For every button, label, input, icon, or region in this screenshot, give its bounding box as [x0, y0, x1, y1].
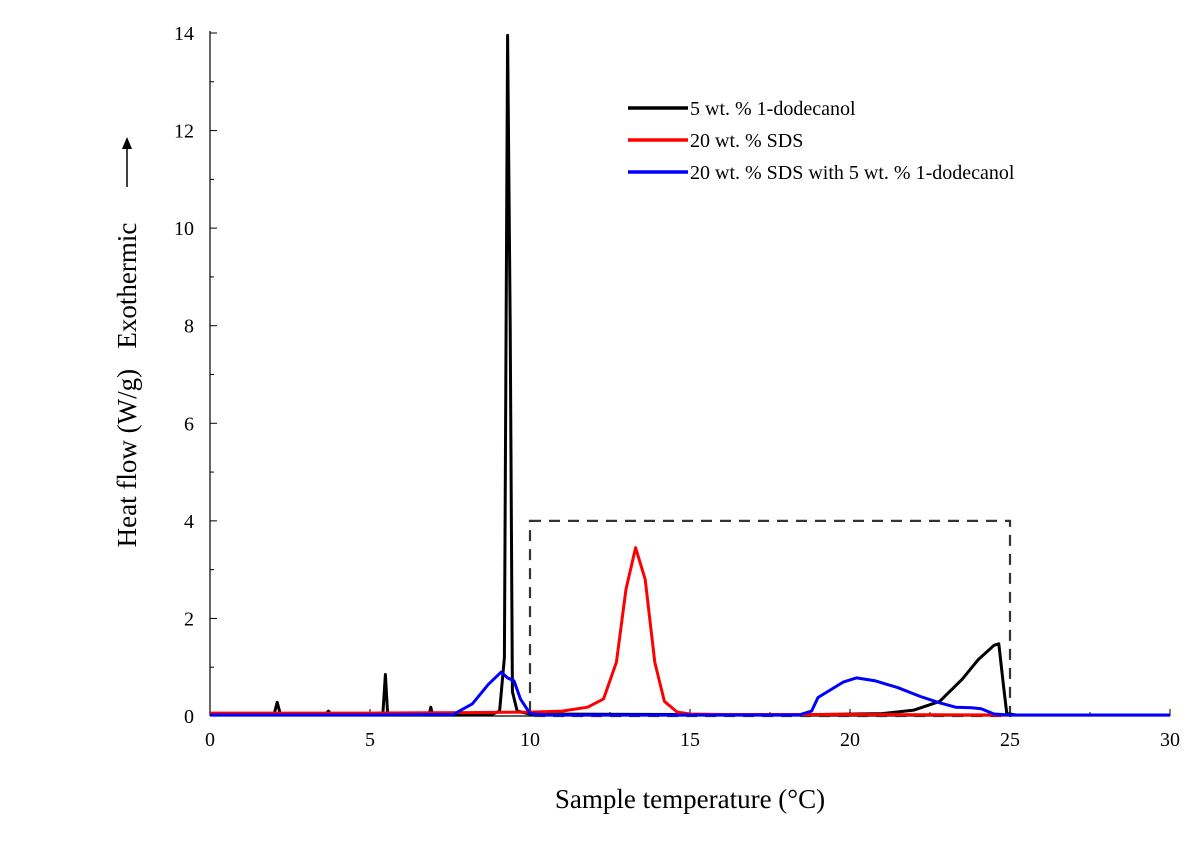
y-tick-label: 8 — [184, 316, 194, 338]
x-tick-label: 15 — [680, 729, 700, 751]
legend-label: 20 wt. % SDS — [690, 130, 803, 152]
y-tick-label: 0 — [184, 706, 194, 728]
y-tick-label: 4 — [184, 511, 194, 533]
x-tick-label: 20 — [840, 729, 860, 751]
annotations — [528, 519, 1012, 718]
legend-label: 5 wt. % 1-dodecanol — [690, 98, 856, 120]
y-axis: 0 2 4 6 8 10 12 14 — [174, 23, 217, 728]
x-tick-label: 5 — [365, 729, 375, 751]
zoom-region-box — [528, 519, 1012, 718]
series-group — [210, 33, 1170, 717]
x-tick-label: 10 — [520, 729, 540, 751]
legend: 5 wt. % 1-dodecanol 20 wt. % SDS 20 wt. % … — [628, 98, 1015, 184]
y-tick-label: 6 — [184, 413, 194, 435]
y-tick-label: 10 — [174, 218, 194, 240]
x-tick-label: 0 — [205, 729, 215, 751]
y-tick-label: 2 — [184, 608, 194, 630]
y-tick-label: 12 — [174, 121, 194, 143]
series-line-3 — [210, 670, 1170, 717]
x-tick-label: 30 — [1160, 729, 1180, 751]
y-axis-title: Heat flow (W/g) Exothermic — [112, 223, 142, 548]
y-tick-label: 14 — [174, 23, 194, 45]
x-tick-label: 25 — [1000, 729, 1020, 751]
exothermic-arrow-icon — [122, 137, 132, 187]
x-axis: 0 5 10 15 20 25 30 — [205, 709, 1180, 751]
x-axis-title: Sample temperature (°C) — [555, 784, 825, 814]
y-axis-title-group: Heat flow (W/g) Exothermic — [112, 137, 142, 547]
series-line-2 — [210, 546, 1170, 717]
legend-label: 20 wt. % SDS with 5 wt. % 1-dodecanol — [690, 162, 1015, 184]
